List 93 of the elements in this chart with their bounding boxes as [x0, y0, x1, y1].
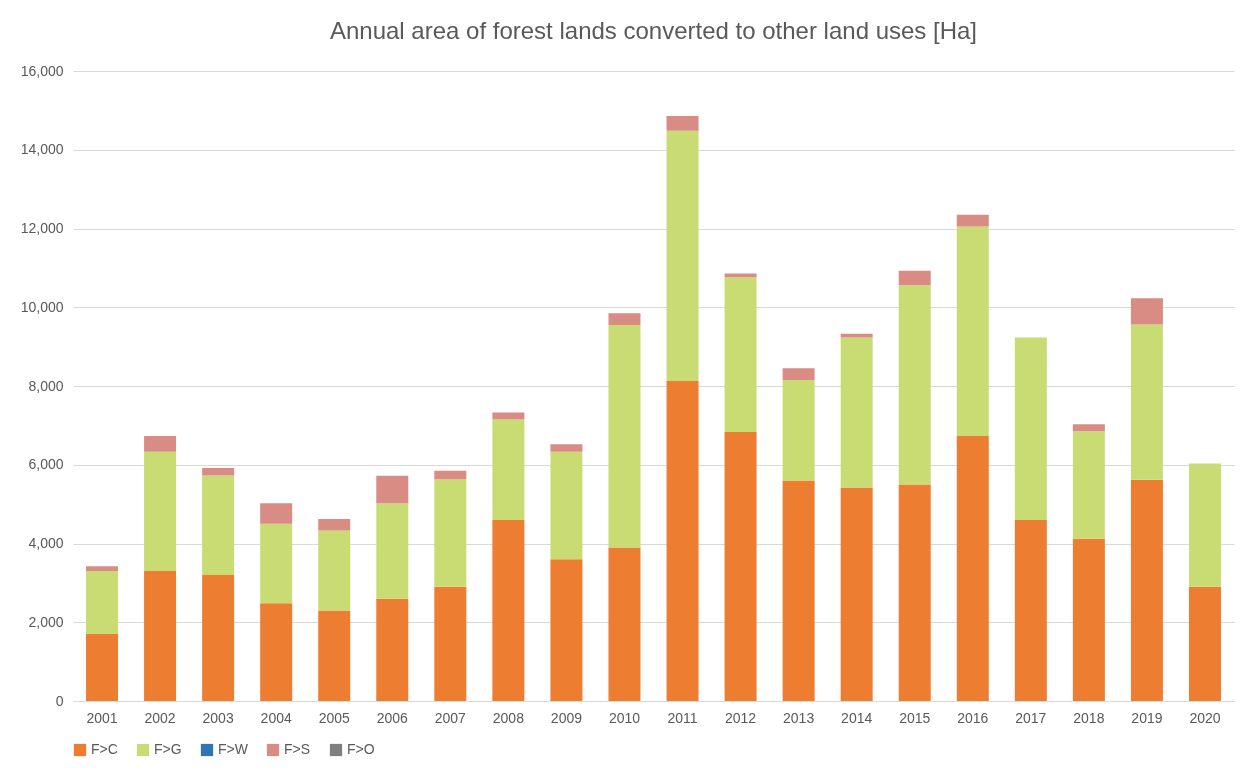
legend-label: F>W [218, 741, 249, 757]
bar [492, 412, 525, 420]
y-tick-label: 12,000 [20, 220, 64, 236]
x-tick-label: 2010 [608, 709, 641, 726]
y-tick-label: 4,000 [28, 535, 64, 551]
x-tick-label: 2007 [434, 709, 467, 726]
chart-title: Annual area of forest lands converted to other land uses [Ha] [329, 17, 978, 44]
bar [666, 130, 699, 381]
bar [86, 571, 119, 635]
bar [1014, 519, 1047, 701]
bar [434, 479, 467, 587]
x-tick-label: 2018 [1073, 709, 1105, 726]
x-tick-label: 2002 [144, 709, 176, 726]
bar [666, 115, 699, 131]
y-tick-label: 2,000 [28, 613, 64, 630]
bar [86, 634, 119, 701]
bar [724, 277, 757, 433]
x-tick-label: 2013 [783, 709, 815, 726]
bar [144, 571, 177, 701]
x-tick-label: 2019 [1131, 709, 1163, 726]
y-tick-label: 16,000 [20, 62, 64, 79]
bar [202, 575, 235, 701]
bar [1130, 479, 1163, 701]
bar [956, 436, 989, 701]
bar [318, 610, 351, 701]
x-tick-label: 2006 [376, 709, 409, 726]
bar [318, 519, 351, 531]
bar [840, 337, 873, 488]
y-tick-label: 6,000 [28, 456, 64, 473]
bar [550, 444, 583, 452]
x-tick-label: 2001 [86, 709, 118, 726]
bar [1014, 337, 1047, 520]
y-tick-label: 0 [55, 692, 64, 709]
bar [840, 487, 873, 701]
x-tick-label: 2011 [667, 709, 698, 726]
x-tick-label: 2005 [318, 709, 351, 726]
y-tick-label: 8,000 [28, 377, 64, 394]
bar [666, 380, 699, 701]
legend-label: F>S [284, 741, 311, 757]
x-tick-label: 2016 [957, 709, 989, 726]
legend-label: F>G [154, 741, 182, 757]
x-tick-label: 2020 [1189, 709, 1221, 726]
bar [492, 419, 525, 520]
bar [434, 586, 467, 701]
y-tick-label: 14,000 [20, 141, 64, 158]
x-tick-label: 2009 [550, 709, 583, 726]
bar [956, 226, 989, 437]
bar [1130, 324, 1163, 480]
bar [1072, 538, 1105, 701]
bar [608, 313, 641, 325]
bar [86, 566, 119, 572]
bar [724, 273, 757, 278]
bar [1072, 431, 1105, 539]
bar [492, 519, 525, 701]
bar [1188, 586, 1221, 701]
bar [550, 451, 583, 560]
bar [1188, 463, 1221, 587]
bar [202, 467, 235, 476]
bar [898, 270, 931, 286]
bar [840, 333, 873, 338]
x-tick-label: 2015 [899, 709, 931, 726]
x-tick-label: 2017 [1015, 709, 1047, 726]
bar [898, 484, 931, 701]
bar [144, 451, 177, 572]
bar [376, 598, 409, 701]
bar [318, 530, 351, 611]
bar [724, 432, 757, 701]
x-tick-label: 2008 [492, 709, 525, 726]
bar [608, 547, 641, 701]
bar [434, 470, 467, 480]
legend-label: F>C [91, 741, 118, 757]
bar [260, 503, 293, 524]
legend-label: F>O [347, 741, 375, 757]
bar [608, 324, 641, 548]
x-tick-label: 2012 [725, 709, 757, 726]
bar [782, 380, 815, 481]
bar [550, 559, 583, 701]
bar [1130, 298, 1163, 325]
bar [260, 603, 293, 701]
x-tick-label: 2004 [260, 709, 292, 726]
bar [144, 436, 177, 452]
y-tick-label: 10,000 [20, 298, 64, 315]
bar [898, 285, 931, 485]
bar [1072, 424, 1105, 432]
x-tick-label: 2014 [841, 709, 873, 726]
bar [782, 368, 815, 381]
bar [956, 214, 989, 227]
bar [376, 503, 409, 599]
bar [376, 475, 409, 504]
bar [260, 523, 293, 604]
x-tick-label: 2003 [202, 709, 234, 726]
bar [782, 480, 815, 701]
bar [202, 475, 235, 575]
